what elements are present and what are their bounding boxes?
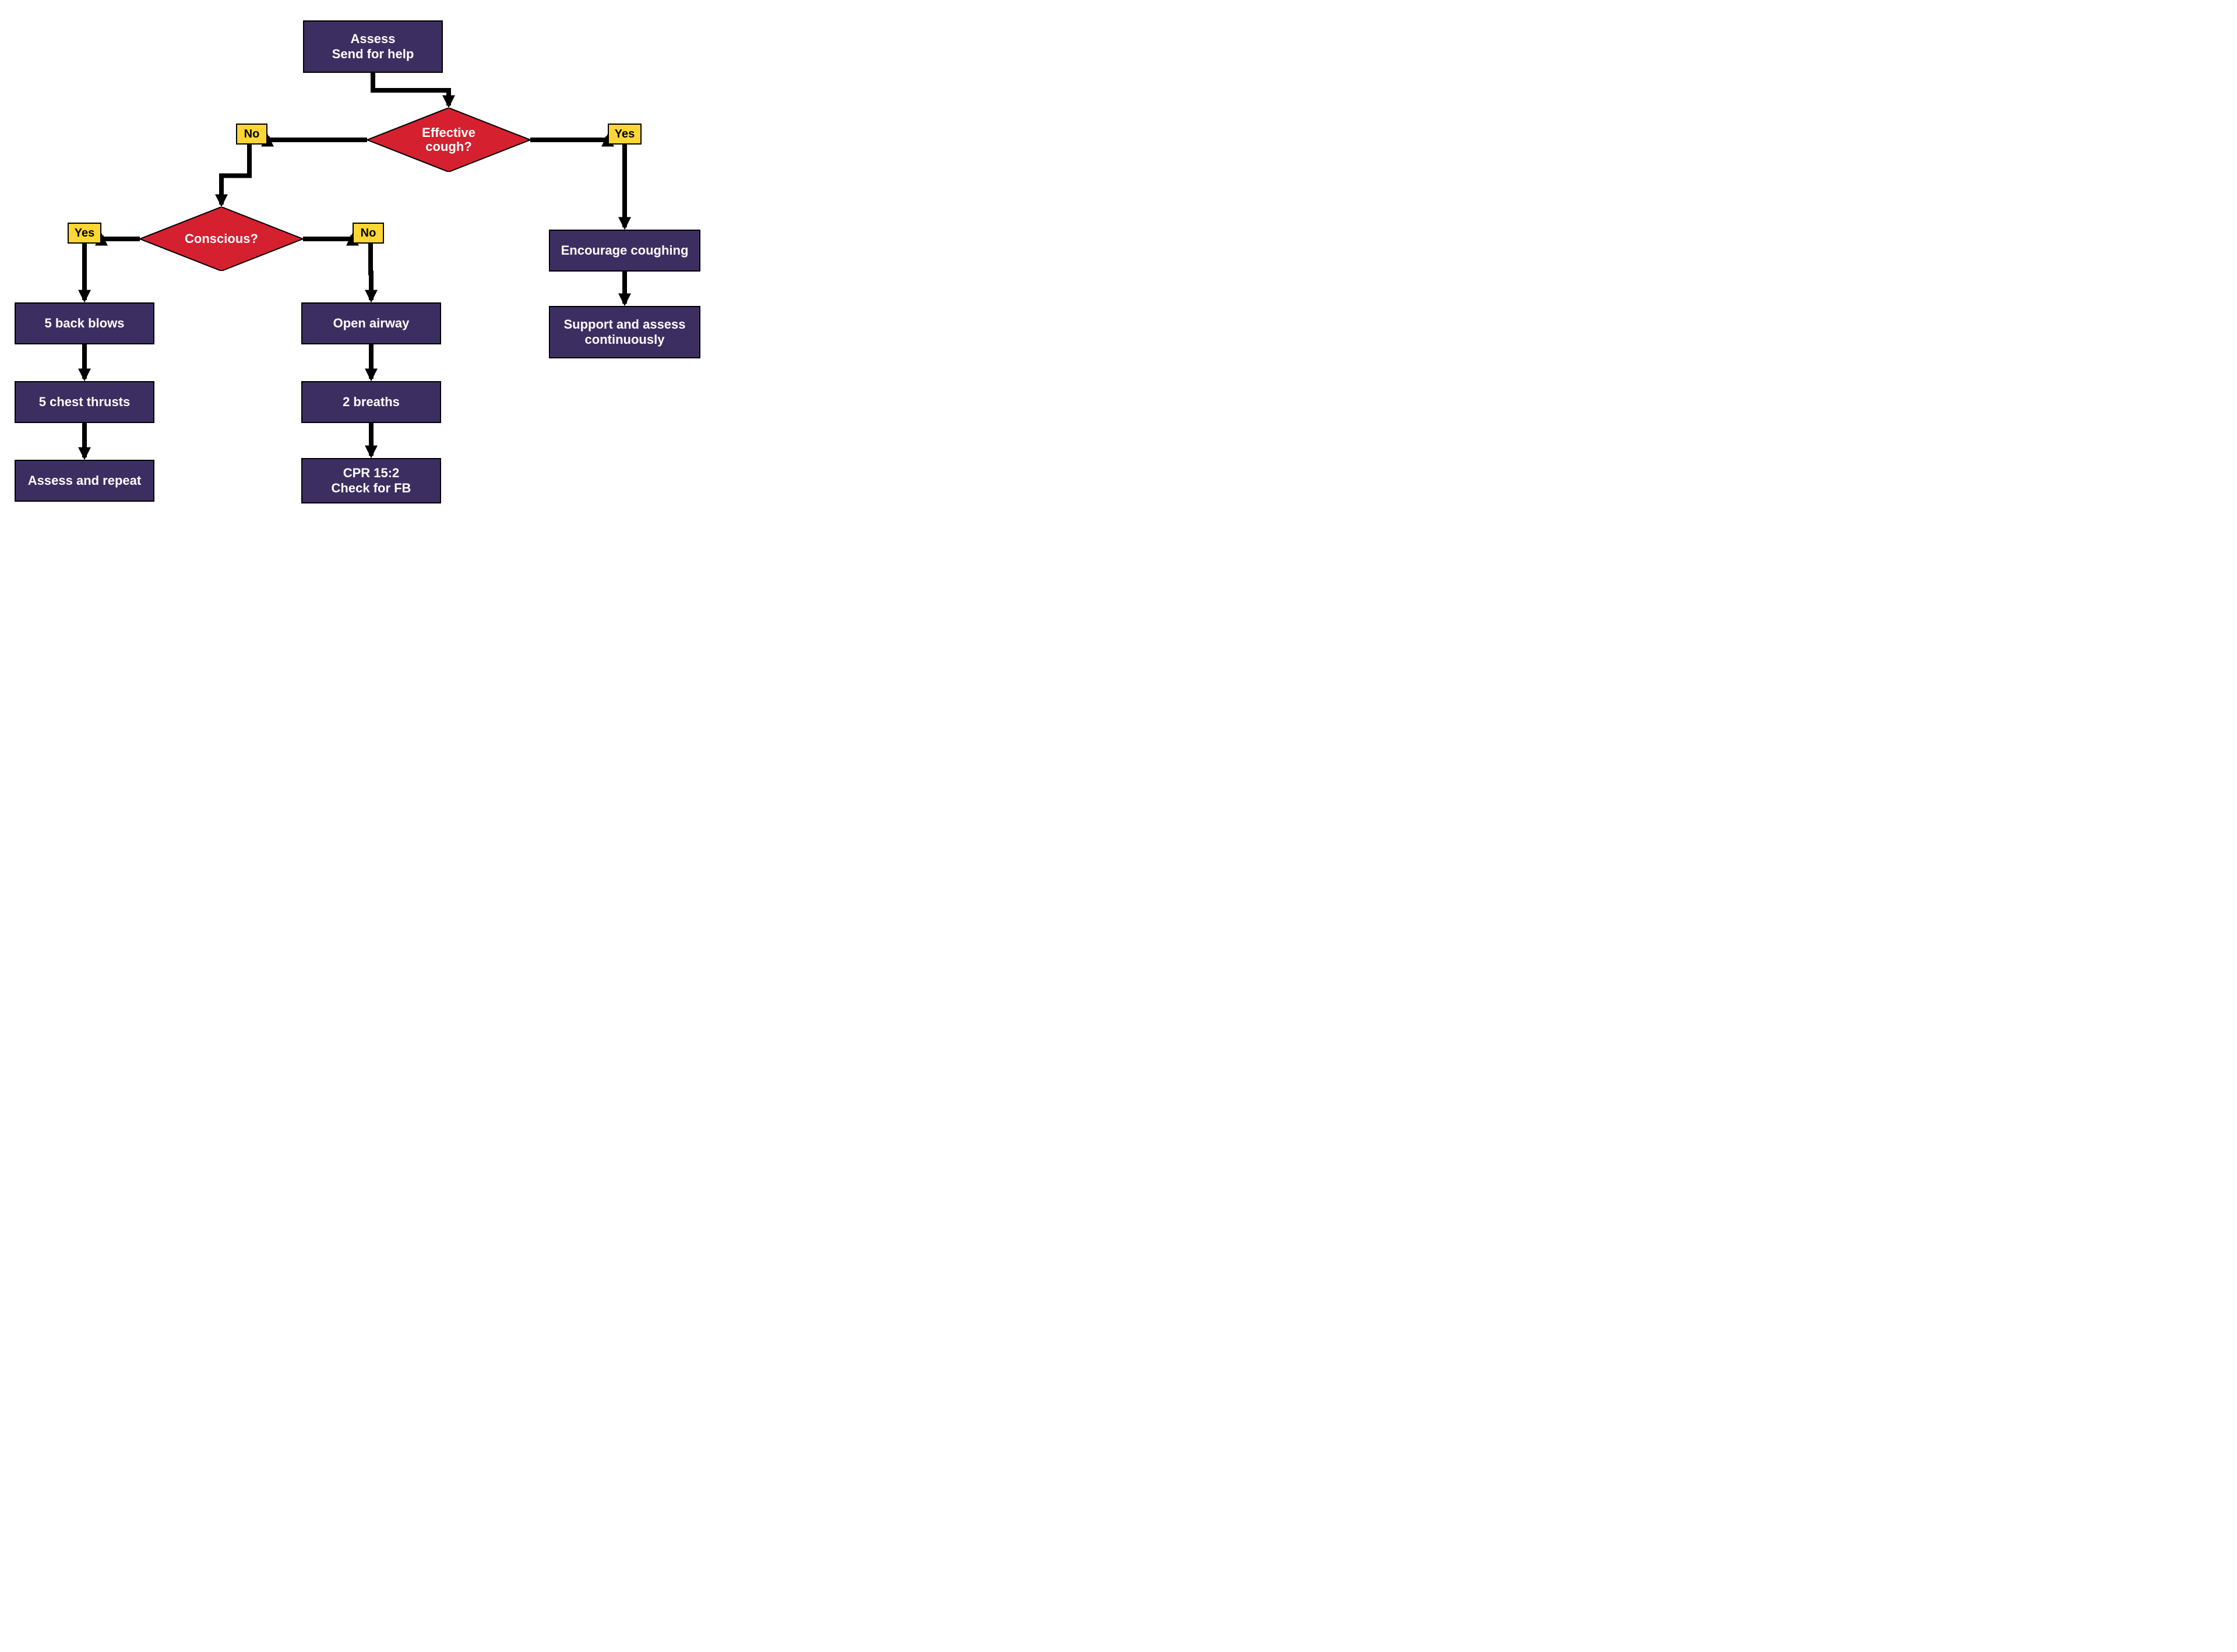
flowchart-canvas: Assess Send for help Effective cough? No Ye… bbox=[0, 0, 746, 551]
edge-cough-to-yes1 bbox=[530, 136, 608, 140]
node-assess: Assess Send for help bbox=[303, 20, 443, 73]
node-cpr: CPR 15:2 Check for FB bbox=[301, 458, 441, 503]
label-yes1: Yes bbox=[608, 124, 642, 145]
label-no1: No bbox=[236, 124, 267, 145]
decision-cough: Effective cough? bbox=[367, 108, 530, 172]
node-repeat: Assess and repeat bbox=[15, 460, 154, 502]
decision-conscious: Conscious? bbox=[140, 207, 303, 271]
label-yes2: Yes bbox=[68, 223, 101, 244]
node-support: Support and assess continuously bbox=[549, 306, 700, 358]
node-thrusts: 5 chest thrusts bbox=[15, 381, 154, 423]
edge-cough-to-no1 bbox=[267, 136, 367, 140]
node-airway: Open airway bbox=[301, 302, 441, 344]
node-breaths: 2 breaths bbox=[301, 381, 441, 423]
node-backblows: 5 back blows bbox=[15, 302, 154, 344]
edge-conscious-to-no2 bbox=[303, 235, 353, 239]
edge-no1-to-conscious bbox=[221, 145, 249, 205]
edge-conscious-to-yes2 bbox=[101, 235, 140, 239]
node-encourage: Encourage coughing bbox=[549, 230, 700, 272]
label-no2: No bbox=[353, 223, 384, 244]
edge-assess-to-cough bbox=[373, 73, 449, 105]
